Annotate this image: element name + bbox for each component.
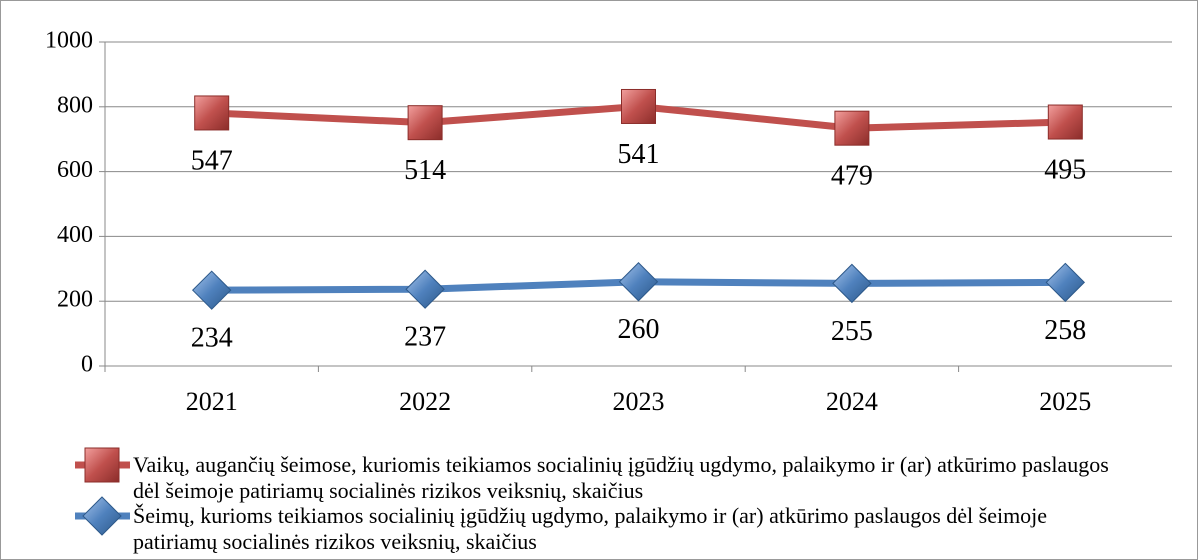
legend-entry: Šeimų, kurioms teikiamos socialinių įgūd… (133, 503, 1048, 554)
y-tick-label: 600 (57, 157, 93, 183)
data-label: 541 (618, 139, 660, 170)
marker (621, 88, 656, 124)
data-label: 260 (618, 314, 660, 345)
marker (194, 95, 230, 131)
x-tick-label: 2021 (186, 387, 238, 416)
marker (82, 496, 122, 536)
data-label: 234 (191, 323, 233, 354)
x-tick-label: 2024 (826, 387, 878, 416)
data-label: 495 (1044, 154, 1086, 185)
data-label: 479 (831, 161, 873, 192)
legend-entry: Vaikų, augančių šeimose, kuriomis teikia… (133, 452, 1109, 503)
data-label: 514 (404, 155, 446, 186)
marker (407, 105, 443, 141)
data-label: 255 (831, 316, 873, 347)
y-tick-label: 400 (57, 222, 93, 248)
marker (618, 262, 659, 302)
marker (191, 270, 232, 310)
y-tick-label: 800 (57, 92, 93, 118)
marker (1047, 104, 1083, 140)
data-label: 237 (404, 322, 446, 353)
x-tick-label: 2025 (1039, 387, 1091, 416)
marker (834, 110, 870, 146)
y-tick-label: 0 (81, 352, 93, 378)
marker (832, 263, 872, 304)
marker (84, 447, 120, 483)
y-tick-label: 1000 (45, 28, 93, 54)
x-tick-label: 2022 (399, 387, 451, 416)
marker (405, 269, 445, 309)
x-tick-label: 2023 (613, 387, 665, 416)
marker (1045, 262, 1086, 303)
data-label: 258 (1044, 315, 1086, 346)
y-tick-label: 200 (57, 287, 93, 313)
data-label: 547 (191, 145, 233, 176)
